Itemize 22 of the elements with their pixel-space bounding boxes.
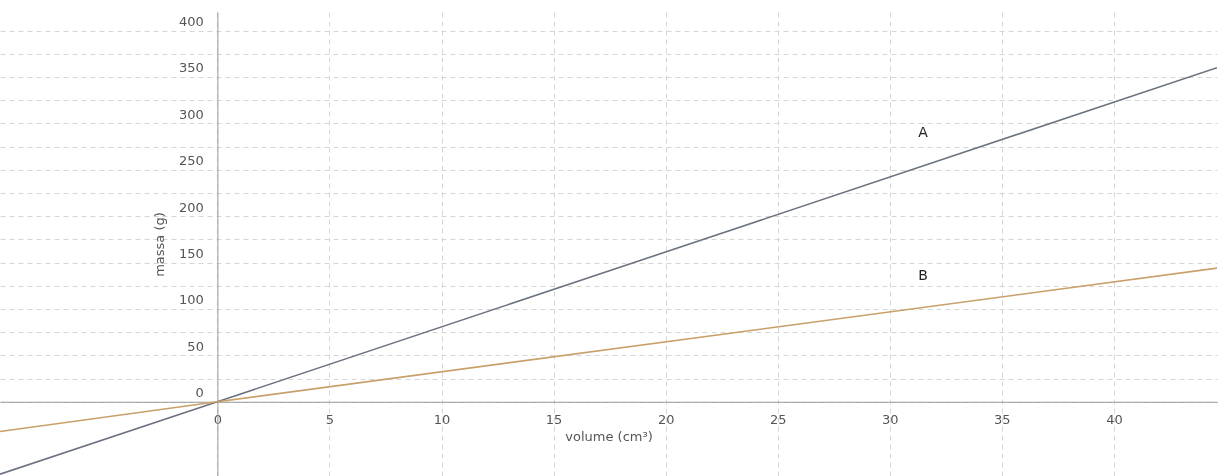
x-tick-label: 25 (769, 412, 787, 428)
x-axis-title: volume (cm³) (565, 429, 653, 445)
series-label: A (918, 124, 929, 141)
y-tick-label: 200 (179, 199, 204, 215)
x-tick-label: 40 (1106, 412, 1123, 428)
y-tick-label: 350 (179, 60, 204, 76)
y-tick-label: 50 (187, 338, 204, 354)
x-tick-label: 0 (213, 412, 223, 428)
y-tick-label: 300 (179, 106, 204, 122)
x-tick-label: 5 (325, 412, 335, 428)
y-tick-label: 150 (179, 246, 204, 262)
series-label: B (918, 267, 928, 284)
y-tick-label: 100 (179, 292, 204, 308)
x-tick-label: 10 (433, 412, 451, 428)
x-tick-label: 30 (882, 412, 899, 428)
x-tick-label: 35 (994, 412, 1011, 428)
y-tick-label: 400 (179, 14, 204, 30)
x-tick-label: 15 (545, 412, 563, 428)
y-tick-label: 250 (179, 153, 204, 169)
x-tick-label: 20 (657, 412, 675, 428)
y-axis-title: massa (g) (152, 212, 168, 277)
y-tick-label: 0 (195, 385, 204, 401)
